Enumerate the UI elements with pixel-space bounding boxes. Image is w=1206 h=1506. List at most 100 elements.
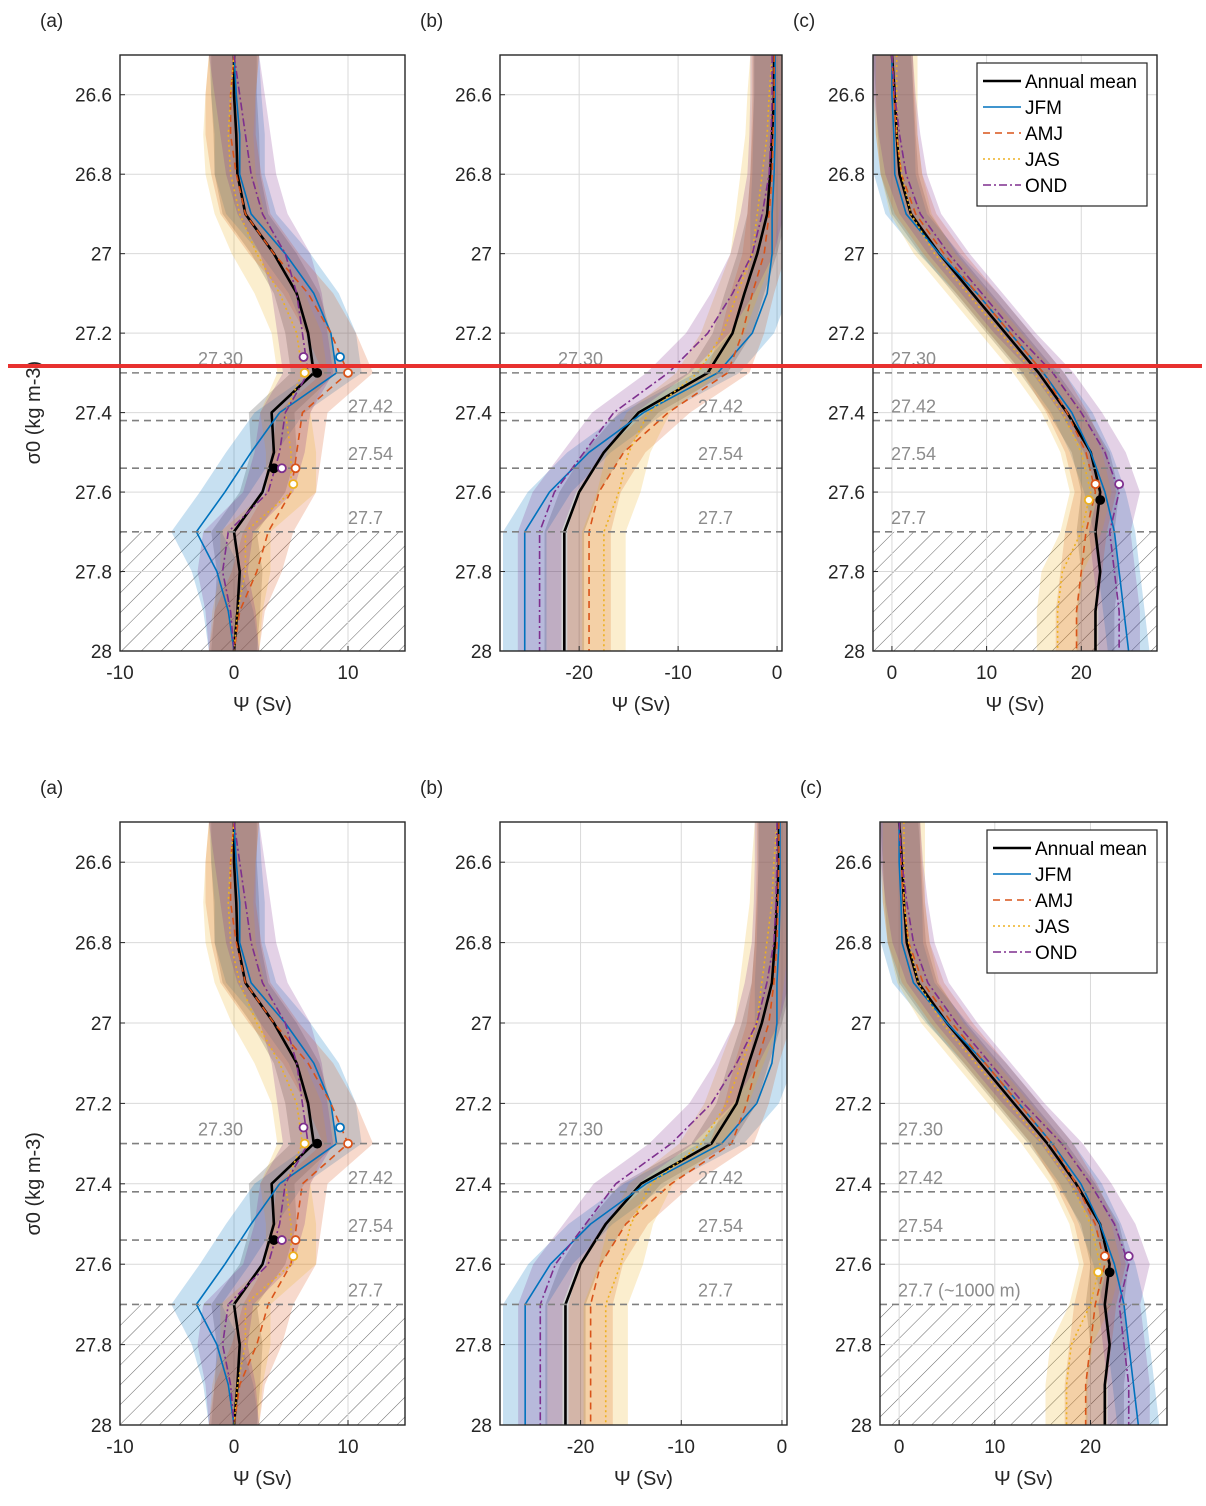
x-tick-label: 0 [229, 1437, 240, 1458]
y-tick-label: 26.6 [835, 853, 872, 874]
legend-entry: JFM [1025, 98, 1062, 119]
legend: Annual mean JFM AMJ JAS OND [986, 829, 1158, 974]
x-tick-label: 0 [894, 1437, 905, 1458]
line-jas [903, 822, 1101, 1425]
x-tick-label: 0 [887, 663, 898, 684]
density-label: 27.54 [898, 1216, 943, 1236]
line-jfm [195, 55, 338, 651]
series-group [873, 55, 1150, 651]
panel-bottom-b: 27.30 27.42 27.54 27.7 -20 -10 0 26.6 26.8 27 27.2… [420, 778, 788, 1490]
x-tick-label: 0 [229, 663, 240, 684]
density-label: 27.54 [698, 444, 743, 464]
band-jas [583, 822, 787, 1425]
marker-jas [288, 1251, 299, 1262]
y-tick-label: 27 [844, 245, 865, 266]
y-tick-label: 27.4 [455, 1175, 492, 1196]
panel-bottom-c: 27.30 27.42 27.54 27.7 (~1000 m) 0 10 20 26.6 26… [800, 778, 1168, 1490]
marker-ond [276, 463, 287, 474]
marker-amj [290, 1235, 301, 1245]
density-label: 27.7 [698, 1280, 733, 1300]
y-tick-label: 27.6 [455, 483, 492, 504]
density-label: 27.7 (~1000 m) [898, 1280, 1021, 1300]
line-ond [539, 822, 778, 1425]
band-jas [582, 55, 782, 651]
panel-top-c: 27.30 27.42 27.54 27.7 0 10 20 26.6 26.8 27 27.2 27… [793, 11, 1158, 716]
density-label: 27.7 [348, 1280, 383, 1300]
panel-label: (a) [40, 11, 63, 32]
marker-jfm [335, 352, 345, 362]
y-tick-label: 27.2 [828, 324, 865, 345]
y-tick-label: 27.4 [455, 404, 492, 425]
band-jfm [502, 55, 782, 651]
line-annual-mean [232, 55, 316, 651]
y-tick-label: 28 [844, 642, 865, 663]
series-group [502, 55, 782, 651]
marker-annual-mean [1095, 495, 1106, 505]
axes-box [879, 821, 1168, 1426]
y-tick-label: 26.6 [75, 86, 112, 107]
marker-annual-mean [1104, 1267, 1115, 1278]
density-label: 27.30 [891, 349, 936, 369]
line-ond [221, 822, 309, 1425]
x-tick-label: -10 [106, 1437, 133, 1458]
marker-ond [276, 1235, 287, 1245]
x-tick-label: 0 [777, 1437, 788, 1458]
line-jas [604, 822, 778, 1425]
line-annual-mean [890, 55, 1102, 651]
y-tick-label: 27.2 [455, 1094, 492, 1115]
panel-label: (c) [800, 778, 822, 799]
y-tick-label: 27.6 [75, 483, 112, 504]
y-tick-label: 27.8 [828, 563, 865, 584]
marker-jas [1083, 495, 1094, 505]
band-amj [205, 55, 374, 651]
density-label: 27.54 [698, 1216, 743, 1236]
line-jas [227, 55, 304, 651]
marker-amj [1090, 479, 1101, 490]
axes-box [119, 821, 406, 1426]
density-label: 27.42 [891, 397, 936, 417]
x-tick-label: 0 [772, 663, 783, 684]
y-tick-label: 27.4 [835, 1175, 872, 1196]
x-tick-label: -20 [567, 1437, 594, 1458]
hatched-region [873, 531, 1157, 651]
y-tick-label: 26.6 [455, 86, 492, 107]
line-jfm [195, 822, 338, 1425]
band-ond [517, 55, 782, 651]
line-amj [229, 822, 349, 1425]
legend-entry: JAS [1025, 150, 1060, 171]
x-tick-label: -20 [565, 663, 592, 684]
density-label: 27.54 [348, 444, 393, 464]
density-label: 27.54 [348, 1216, 393, 1236]
line-ond [898, 822, 1130, 1425]
y-tick-label: 27 [91, 245, 112, 266]
x-axis-label: Ψ (Sv) [612, 694, 671, 716]
y-tick-label: 26.6 [455, 853, 492, 874]
line-amj [891, 55, 1097, 651]
x-axis-label: Ψ (Sv) [986, 694, 1045, 716]
panel-top-b: 27.30 27.42 27.54 27.7 -20 -10 0 26.6 26.8 27 27.2… [420, 11, 783, 716]
band-amj [205, 822, 374, 1425]
marker-jas [299, 1138, 310, 1149]
x-tick-label: 10 [337, 1437, 358, 1458]
marker-annual-mean [312, 367, 323, 378]
y-tick-label: 26.8 [835, 934, 872, 955]
band-jas [875, 55, 1112, 651]
y-tick-label: 27.8 [455, 563, 492, 584]
y-tick-label: 28 [471, 1416, 492, 1437]
legend-entry: OND [1035, 943, 1077, 964]
line-jas [895, 55, 1092, 651]
y-tick-label: 28 [471, 642, 492, 663]
y-axis-label: σ0 (kg m-3) [23, 361, 45, 464]
legend-box [976, 62, 1148, 207]
y-tick-label: 27.6 [75, 1255, 112, 1276]
y-tick-label: 27.6 [835, 1255, 872, 1276]
band-jfm [873, 55, 1150, 651]
legend-entry: AMJ [1035, 891, 1073, 912]
legend-entry: OND [1025, 176, 1067, 197]
band-jas [203, 55, 328, 651]
marker-annual-mean [268, 1235, 279, 1245]
y-tick-label: 27.2 [75, 324, 112, 345]
line-amj [588, 55, 775, 651]
legend-box [986, 829, 1158, 974]
y-tick-label: 27.4 [75, 1175, 112, 1196]
